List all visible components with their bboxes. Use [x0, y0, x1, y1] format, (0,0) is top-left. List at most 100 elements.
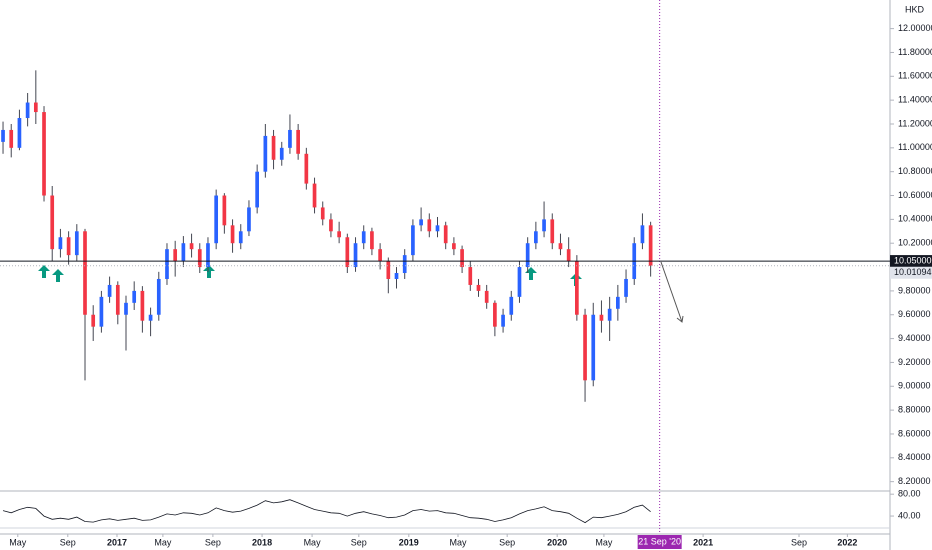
- candle-body: [206, 243, 210, 268]
- crosshair-label-bg: [637, 535, 682, 549]
- candle-body: [247, 207, 251, 232]
- y-tick-label: 10.20000: [898, 238, 932, 248]
- candle-body: [386, 261, 391, 279]
- candle-body: [99, 296, 104, 327]
- candle-body: [320, 207, 325, 220]
- candle-body: [648, 225, 653, 266]
- y-tick-label: 9.60000: [898, 309, 931, 319]
- y-tick-label: 9.80000: [898, 285, 931, 295]
- x-tick-label: Sep: [791, 537, 807, 547]
- x-tick-label: 2021: [693, 537, 713, 547]
- y-tick-label: 10.40000: [898, 214, 932, 224]
- candle-body: [493, 302, 497, 327]
- rsi-tick-label: 40.00: [898, 510, 921, 520]
- candle-body: [263, 135, 268, 172]
- x-tick-label: Sep: [60, 537, 76, 547]
- candle-body: [575, 261, 579, 315]
- y-tick-label: 10.80000: [898, 166, 932, 176]
- candle-body: [615, 296, 620, 309]
- candle-body: [222, 195, 227, 226]
- candle-body: [17, 118, 22, 148]
- candle-body: [107, 284, 112, 297]
- candle-body: [517, 267, 522, 297]
- y-tick-label: 8.80000: [898, 404, 931, 414]
- y-tick-label: 9.20000: [898, 357, 931, 367]
- rsi-tick-label: 80.00: [898, 489, 921, 499]
- y-tick-label: 8.20000: [898, 476, 931, 486]
- level-label: 10.05000: [894, 255, 932, 265]
- candle-body: [156, 278, 161, 315]
- candle-body: [304, 153, 309, 184]
- y-tick-label: 8.40000: [898, 452, 931, 462]
- y-tick-label: 11.40000: [898, 95, 932, 105]
- candle-body: [370, 231, 374, 250]
- candle-body: [214, 195, 219, 244]
- x-tick-label: 2017: [107, 537, 127, 547]
- candle-body: [435, 225, 440, 232]
- candle-body: [132, 290, 137, 303]
- x-tick-label: 2018: [252, 537, 272, 547]
- candle-body: [124, 302, 128, 315]
- y-tick-label: 10.60000: [898, 190, 932, 200]
- candle-body: [238, 231, 243, 244]
- y-tick-label: 11.60000: [898, 71, 932, 81]
- x-tick-label: 2020: [547, 537, 567, 547]
- x-tick-label: Sep: [351, 537, 367, 547]
- candle-body: [443, 225, 448, 244]
- candle-body: [378, 249, 382, 262]
- candle-body: [501, 314, 505, 327]
- candle-body: [558, 243, 563, 250]
- candle-body: [476, 284, 481, 291]
- candle-body: [468, 267, 473, 285]
- candle-body: [345, 237, 350, 268]
- candle-body: [148, 314, 153, 321]
- candle-body: [624, 278, 628, 297]
- candle-body: [394, 273, 399, 279]
- y-tick-label: 11.80000: [898, 47, 932, 57]
- candle-body: [312, 183, 317, 208]
- candle-body: [25, 102, 30, 119]
- candle-body: [542, 219, 546, 232]
- y-tick-label: 9.40000: [898, 333, 931, 343]
- candle-body: [83, 231, 87, 315]
- x-tick-label: 2022: [837, 537, 857, 547]
- candle-body: [452, 243, 456, 250]
- x-tick-label: Sep: [205, 537, 221, 547]
- candle-body: [402, 255, 407, 274]
- last-price-label: 10.01094: [894, 267, 932, 277]
- candle-body: [509, 296, 514, 315]
- arrow-up: [38, 265, 50, 278]
- y-tick-label: 8.60000: [898, 428, 931, 438]
- crosshair-label: 21 Sep '20: [638, 536, 681, 546]
- candle-body: [189, 243, 194, 250]
- annotations: [38, 265, 582, 286]
- y-tick-label: 9.00000: [898, 381, 931, 391]
- candle-body: [411, 225, 415, 256]
- candle-body: [419, 219, 423, 226]
- candle-body: [427, 219, 432, 232]
- candle-body: [329, 219, 333, 232]
- last-price-bg: [890, 266, 932, 279]
- candle-body: [288, 129, 292, 148]
- y-tick-label: 11.20000: [898, 118, 932, 128]
- candle-body: [181, 243, 186, 262]
- candle-body: [353, 243, 358, 268]
- candle-body: [1, 129, 5, 142]
- x-tick-label: May: [304, 537, 322, 547]
- x-tick-label: May: [154, 537, 172, 547]
- candle-body: [591, 314, 596, 381]
- candle-body: [9, 129, 14, 148]
- x-tick-label: Sep: [499, 537, 515, 547]
- candle-body: [361, 231, 366, 244]
- x-tick-label: 2019: [399, 537, 419, 547]
- candle-body: [534, 231, 538, 244]
- x-tick-label: May: [449, 537, 467, 547]
- candle-body: [33, 102, 38, 113]
- candle-body: [640, 225, 645, 244]
- arrow-up: [52, 269, 64, 282]
- candle-body: [173, 249, 178, 262]
- level-label-bg: [890, 255, 932, 268]
- x-tick-label: May: [9, 537, 27, 547]
